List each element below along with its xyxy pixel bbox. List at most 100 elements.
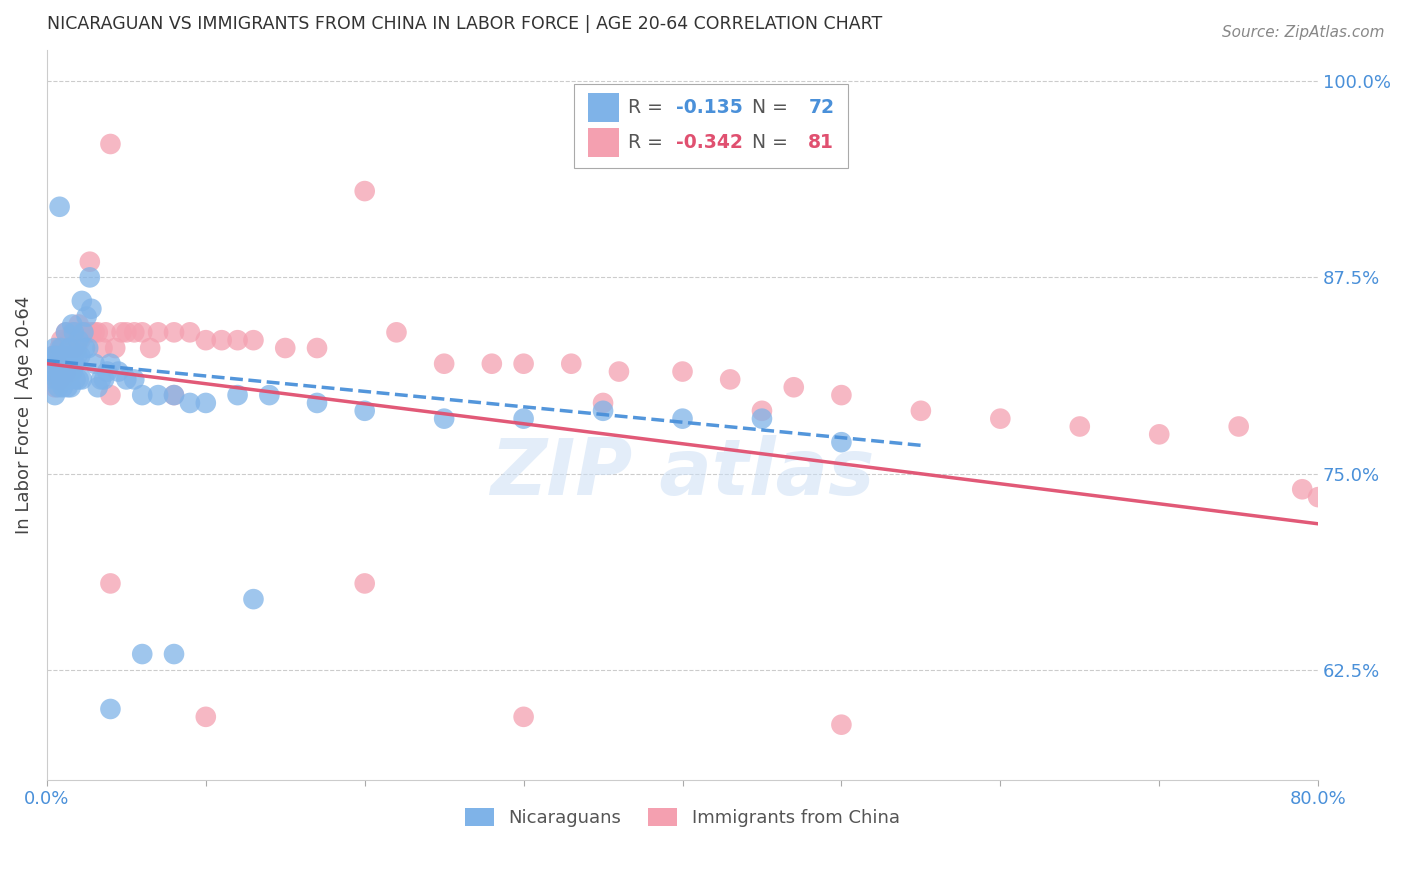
Immigrants from China: [76, 326, 98, 340]
Immigrants from China: [163, 326, 186, 340]
Immigrants from China: [41, 365, 63, 379]
Nicaraguans: [163, 388, 186, 402]
Nicaraguans: [63, 357, 86, 371]
Text: N =: N =: [740, 133, 793, 152]
Immigrants from China: [560, 357, 582, 371]
Nicaraguans: [70, 293, 93, 308]
Nicaraguans: [46, 357, 69, 371]
Text: ZIP atlas: ZIP atlas: [491, 435, 875, 511]
Nicaraguans: [53, 365, 76, 379]
Nicaraguans: [53, 349, 76, 363]
Immigrants from China: [55, 326, 77, 340]
Nicaraguans: [131, 647, 153, 661]
Immigrants from China: [100, 576, 122, 591]
Nicaraguans: [56, 349, 79, 363]
Immigrants from China: [83, 326, 105, 340]
Immigrants from China: [52, 372, 75, 386]
Nicaraguans: [55, 372, 77, 386]
Nicaraguans: [66, 349, 89, 363]
Text: -0.135: -0.135: [676, 98, 742, 117]
Immigrants from China: [194, 333, 217, 347]
Nicaraguans: [58, 341, 80, 355]
Nicaraguans: [70, 372, 93, 386]
Nicaraguans: [65, 372, 87, 386]
Nicaraguans: [51, 372, 73, 386]
Immigrants from China: [46, 357, 69, 371]
Immigrants from China: [48, 372, 70, 386]
Immigrants from China: [44, 380, 66, 394]
Immigrants from China: [80, 326, 103, 340]
Immigrants from China: [73, 326, 96, 340]
Immigrants from China: [66, 341, 89, 355]
Text: R =: R =: [628, 98, 669, 117]
Immigrants from China: [783, 380, 806, 394]
Nicaraguans: [60, 365, 83, 379]
Nicaraguans: [76, 310, 98, 324]
Nicaraguans: [100, 702, 122, 716]
Nicaraguans: [67, 333, 90, 347]
Immigrants from China: [1291, 483, 1313, 497]
Immigrants from China: [139, 341, 162, 355]
Nicaraguans: [242, 592, 264, 607]
Immigrants from China: [1308, 490, 1330, 504]
Immigrants from China: [131, 326, 153, 340]
Immigrants from China: [988, 411, 1011, 425]
Immigrants from China: [910, 404, 932, 418]
Nicaraguans: [59, 341, 82, 355]
Nicaraguans: [226, 388, 249, 402]
Immigrants from China: [1147, 427, 1170, 442]
Nicaraguans: [55, 326, 77, 340]
Immigrants from China: [163, 388, 186, 402]
Nicaraguans: [90, 372, 112, 386]
Nicaraguans: [80, 301, 103, 316]
Immigrants from China: [45, 349, 67, 363]
Immigrants from China: [53, 341, 76, 355]
Nicaraguans: [67, 372, 90, 386]
Nicaraguans: [512, 411, 534, 425]
Immigrants from China: [59, 365, 82, 379]
Immigrants from China: [51, 365, 73, 379]
Nicaraguans: [48, 365, 70, 379]
Nicaraguans: [46, 380, 69, 394]
Immigrants from China: [179, 326, 201, 340]
Nicaraguans: [259, 388, 281, 402]
Nicaraguans: [107, 365, 129, 379]
Nicaraguans: [52, 380, 75, 394]
Immigrants from China: [72, 326, 94, 340]
Nicaraguans: [58, 372, 80, 386]
Nicaraguans: [87, 380, 110, 394]
Immigrants from China: [607, 365, 630, 379]
Immigrants from China: [512, 710, 534, 724]
Immigrants from China: [55, 365, 77, 379]
Text: 81: 81: [808, 133, 834, 152]
Immigrants from China: [124, 326, 146, 340]
Nicaraguans: [72, 326, 94, 340]
Y-axis label: In Labor Force | Age 20-64: In Labor Force | Age 20-64: [15, 295, 32, 533]
Immigrants from China: [60, 326, 83, 340]
Nicaraguans: [45, 349, 67, 363]
Nicaraguans: [353, 404, 375, 418]
Immigrants from China: [46, 372, 69, 386]
Nicaraguans: [830, 435, 852, 450]
Immigrants from China: [44, 357, 66, 371]
Nicaraguans: [79, 270, 101, 285]
Immigrants from China: [53, 365, 76, 379]
Immigrants from China: [274, 341, 297, 355]
Nicaraguans: [146, 388, 169, 402]
Immigrants from China: [433, 357, 456, 371]
Immigrants from China: [512, 357, 534, 371]
FancyBboxPatch shape: [575, 84, 848, 168]
Nicaraguans: [592, 404, 614, 418]
Nicaraguans: [44, 341, 66, 355]
Nicaraguans: [41, 365, 63, 379]
Nicaraguans: [77, 341, 100, 355]
Immigrants from China: [242, 333, 264, 347]
Immigrants from China: [56, 333, 79, 347]
Immigrants from China: [592, 396, 614, 410]
Nicaraguans: [45, 372, 67, 386]
FancyBboxPatch shape: [589, 128, 619, 157]
Nicaraguans: [751, 411, 773, 425]
Text: R =: R =: [628, 133, 669, 152]
Immigrants from China: [830, 388, 852, 402]
Nicaraguans: [194, 396, 217, 410]
